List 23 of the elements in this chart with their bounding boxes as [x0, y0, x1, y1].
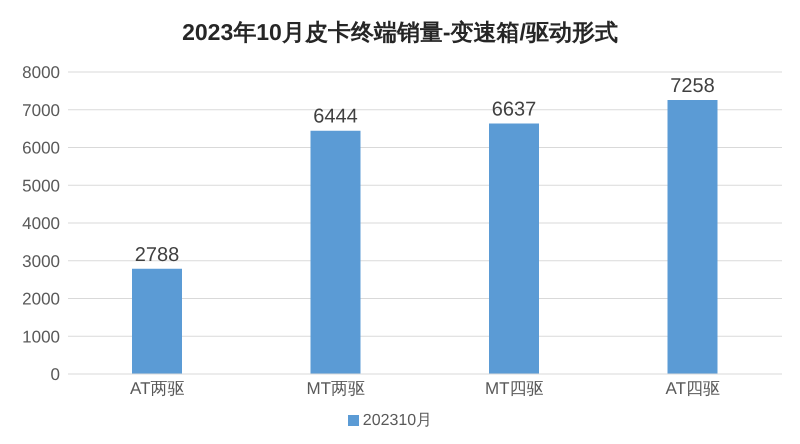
bar	[668, 100, 718, 374]
data-label: 6637	[492, 98, 536, 120]
x-tick-label: AT两驱	[130, 379, 184, 398]
y-tick-label: 1000	[22, 327, 60, 346]
y-tick-label: 7000	[22, 100, 60, 120]
data-label: 7258	[670, 75, 715, 98]
y-tick-label: 5000	[22, 176, 60, 196]
x-tick-label: MT两驱	[306, 379, 366, 398]
y-tick-label: 3000	[22, 252, 60, 271]
y-tick-label: 6000	[22, 138, 60, 158]
y-tick-label: 2000	[22, 290, 60, 309]
y-tick-label: 0	[50, 365, 60, 384]
bar	[489, 123, 539, 374]
x-tick-label: AT四驱	[666, 379, 720, 398]
legend-label: 202310月	[362, 412, 432, 429]
bar	[132, 268, 182, 374]
data-label: 6444	[313, 106, 358, 128]
data-label: 2788	[134, 244, 180, 266]
y-tick-label: 4000	[22, 214, 60, 234]
y-tick-label: 8000	[22, 63, 60, 82]
bar	[310, 130, 360, 374]
x-tick-label: MT四驱	[484, 379, 544, 398]
chart-title: 2023年10月皮卡终端销量-变速箱/驱动形式	[181, 18, 619, 47]
